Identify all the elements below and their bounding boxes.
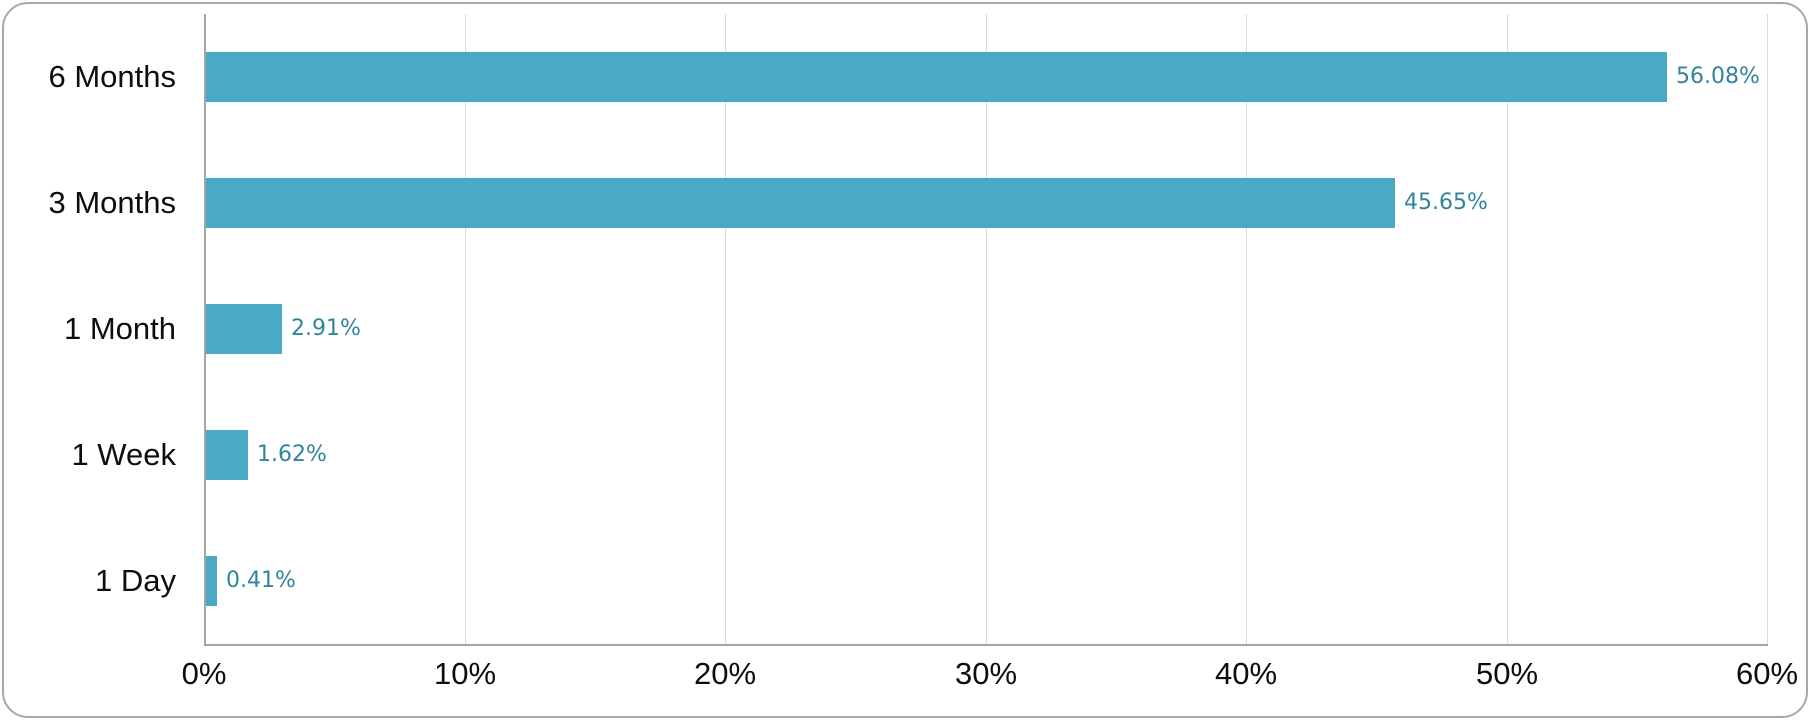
bar — [206, 430, 248, 480]
bar-value-label: 45.65% — [1404, 190, 1488, 215]
category-label: 3 Months — [48, 185, 176, 220]
x-tick-label: 0% — [181, 656, 227, 691]
category-label: 1 Month — [63, 311, 176, 346]
x-tick-label: 40% — [1214, 656, 1278, 691]
bar-value-label: 2.91% — [291, 316, 361, 341]
gridline-60 — [1767, 14, 1768, 644]
bar-value-label: 1.62% — [257, 442, 327, 467]
gridline-20 — [725, 14, 726, 644]
x-tick-label: 10% — [433, 656, 497, 691]
x-tick-label: 60% — [1735, 656, 1799, 691]
category-label: 6 Months — [48, 59, 176, 94]
x-tick-label: 30% — [954, 656, 1018, 691]
category-label: 1 Week — [71, 437, 176, 472]
bar — [206, 52, 1667, 102]
bar — [206, 178, 1395, 228]
gridline-50 — [1507, 14, 1508, 644]
category-label: 1 Day — [95, 563, 176, 598]
x-tick-label: 50% — [1475, 656, 1539, 691]
x-axis-line — [204, 644, 1768, 646]
gridline-40 — [1246, 14, 1247, 644]
bar-value-label: 56.08% — [1676, 64, 1760, 89]
bar — [206, 556, 217, 606]
bar — [206, 304, 282, 354]
bar-value-label: 0.41% — [226, 568, 296, 593]
plot-area — [204, 14, 1768, 644]
x-tick-label: 20% — [693, 656, 757, 691]
gridline-10 — [465, 14, 466, 644]
y-axis-line — [204, 14, 206, 644]
gridline-30 — [986, 14, 987, 644]
